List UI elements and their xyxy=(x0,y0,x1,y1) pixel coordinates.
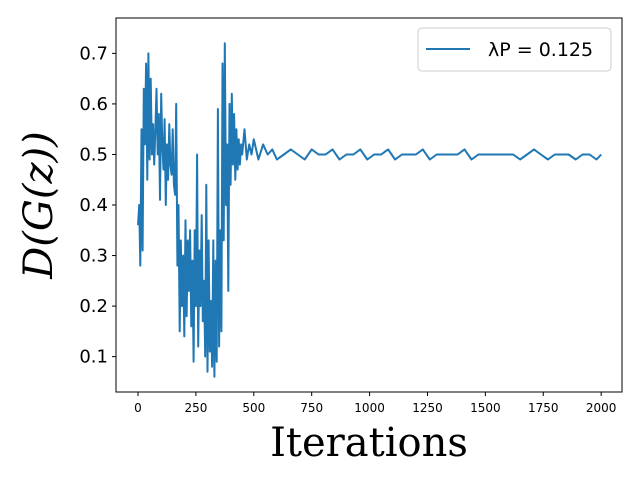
y-axis-title: D(G(z)) xyxy=(16,131,62,280)
y-tick-label: 0.7 xyxy=(79,43,108,64)
x-axis-ticks: 0 250 500 750 1000 1250 1500 1750 2000 xyxy=(134,392,616,415)
x-tick-label: 750 xyxy=(300,401,323,415)
y-tick-label: 0.3 xyxy=(79,246,108,267)
x-axis-title: Iterations xyxy=(270,420,468,466)
x-tick-label: 500 xyxy=(242,401,265,415)
plot-background xyxy=(116,18,622,392)
x-tick-label: 0 xyxy=(134,401,142,415)
legend: λP = 0.125 xyxy=(417,27,612,72)
legend-box xyxy=(417,27,612,72)
x-tick-label: 250 xyxy=(184,401,207,415)
x-tick-label: 1750 xyxy=(528,401,559,415)
series-line xyxy=(137,42,602,378)
y-tick-label: 0.5 xyxy=(79,144,108,165)
y-axis-ticks: 0.1 0.2 0.3 0.4 0.5 0.6 0.7 xyxy=(79,43,116,368)
x-tick-label: 1250 xyxy=(412,401,443,415)
y-tick-label: 0.1 xyxy=(79,347,108,368)
legend-label: λP = 0.125 xyxy=(488,39,593,61)
x-tick-label: 1500 xyxy=(470,401,501,415)
y-tick-label: 0.6 xyxy=(79,94,108,115)
x-tick-label: 2000 xyxy=(586,401,617,415)
x-tick-label: 1000 xyxy=(354,401,385,415)
y-tick-label: 0.4 xyxy=(79,195,108,216)
y-tick-label: 0.2 xyxy=(79,296,108,317)
